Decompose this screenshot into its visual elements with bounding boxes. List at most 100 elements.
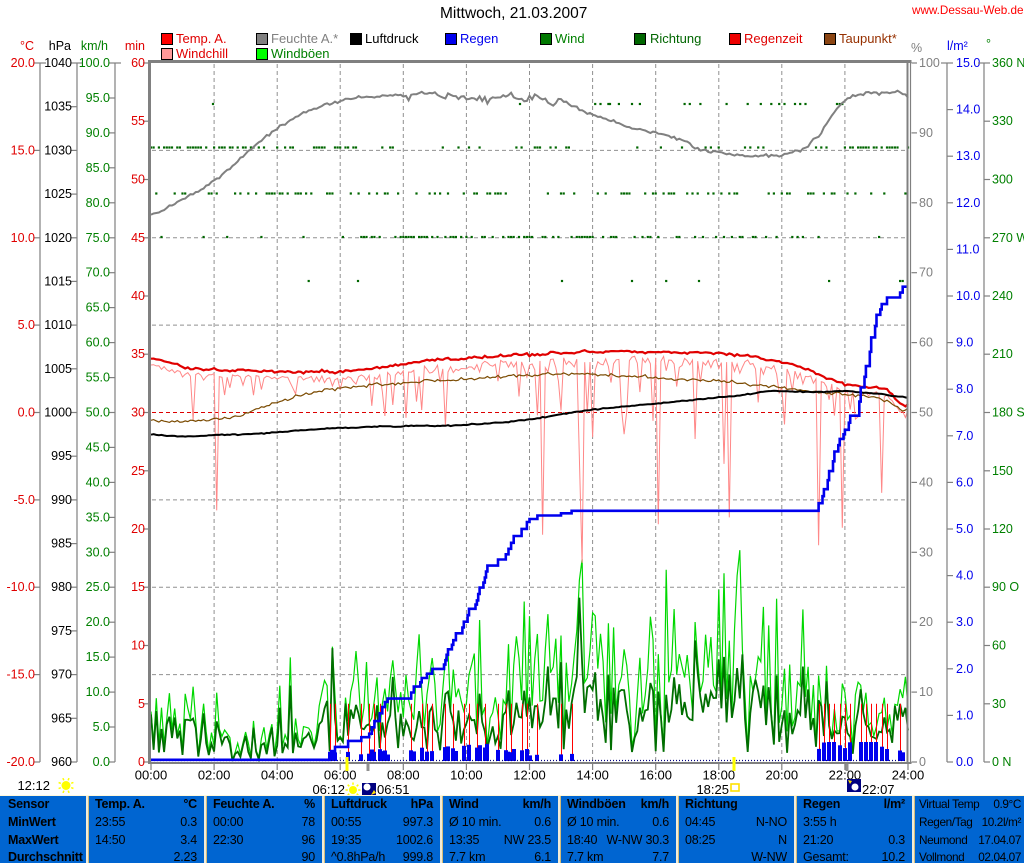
svg-text:300: 300 <box>992 173 1013 187</box>
svg-text:5.0: 5.0 <box>93 720 110 734</box>
svg-text:1.0: 1.0 <box>956 708 973 722</box>
svg-text:20.0: 20.0 <box>86 615 110 629</box>
svg-text:22:00: 22:00 <box>829 768 862 783</box>
svg-text:10.0: 10.0 <box>956 289 980 303</box>
svg-text:20.0: 20.0 <box>11 56 35 70</box>
svg-text:120: 120 <box>992 522 1013 536</box>
svg-text:13.0: 13.0 <box>956 149 980 163</box>
svg-text:330: 330 <box>992 114 1013 128</box>
svg-text:1040: 1040 <box>44 56 72 70</box>
svg-text:18:25: 18:25 <box>696 782 729 797</box>
svg-text:95.0: 95.0 <box>86 91 110 105</box>
svg-text:55: 55 <box>131 114 145 128</box>
svg-text:40: 40 <box>131 289 145 303</box>
svg-text:60: 60 <box>131 56 145 70</box>
svg-text:30: 30 <box>919 545 933 559</box>
svg-text:22:07: 22:07 <box>862 782 895 797</box>
svg-text:-5.0: -5.0 <box>13 493 35 507</box>
svg-text:30.0: 30.0 <box>86 545 110 559</box>
svg-text:11.0: 11.0 <box>956 242 979 256</box>
svg-text:km/h: km/h <box>81 39 108 53</box>
svg-text:-15.0: -15.0 <box>7 668 36 682</box>
svg-text:7.0: 7.0 <box>956 429 973 443</box>
svg-text:0.0: 0.0 <box>93 755 110 769</box>
svg-text:1030: 1030 <box>44 143 72 157</box>
svg-text:1005: 1005 <box>44 362 72 376</box>
svg-text:980: 980 <box>51 580 72 594</box>
svg-text:l/m²: l/m² <box>947 39 968 53</box>
svg-text:70.0: 70.0 <box>86 266 110 280</box>
svg-text:9.0: 9.0 <box>956 336 973 350</box>
svg-text:5.0: 5.0 <box>18 318 35 332</box>
svg-text:3.0: 3.0 <box>956 615 973 629</box>
svg-text:30: 30 <box>131 406 145 420</box>
svg-text:15.0: 15.0 <box>956 56 980 70</box>
svg-text:00:00: 00:00 <box>135 768 168 783</box>
svg-text:-20.0: -20.0 <box>7 755 36 769</box>
svg-text:5: 5 <box>138 697 145 711</box>
svg-text:45.0: 45.0 <box>86 440 110 454</box>
svg-text:°: ° <box>986 37 991 51</box>
svg-text:12.0: 12.0 <box>956 196 980 210</box>
svg-text:0: 0 <box>138 755 145 769</box>
svg-text:10: 10 <box>919 685 933 699</box>
svg-text:80.0: 80.0 <box>86 196 110 210</box>
svg-text:25: 25 <box>131 464 145 478</box>
svg-text:960: 960 <box>51 755 72 769</box>
svg-text:150: 150 <box>992 464 1013 478</box>
svg-text:8.0: 8.0 <box>956 382 973 396</box>
svg-text:12:12: 12:12 <box>17 778 50 793</box>
svg-text:70: 70 <box>919 266 933 280</box>
svg-text:210: 210 <box>992 347 1013 361</box>
svg-text:90: 90 <box>919 126 933 140</box>
svg-text:12:00: 12:00 <box>513 768 546 783</box>
svg-text:20:00: 20:00 <box>766 768 799 783</box>
svg-text:25.0: 25.0 <box>86 580 110 594</box>
svg-text:24:00: 24:00 <box>892 768 925 783</box>
svg-text:2.0: 2.0 <box>956 662 973 676</box>
svg-text:35: 35 <box>131 347 145 361</box>
svg-text:08:00: 08:00 <box>387 768 420 783</box>
svg-text:100: 100 <box>919 56 940 70</box>
svg-text:0 N: 0 N <box>992 755 1011 769</box>
svg-text:360 N: 360 N <box>992 56 1024 70</box>
svg-text:02:00: 02:00 <box>198 768 231 783</box>
svg-text:5.0: 5.0 <box>956 522 973 536</box>
svg-text:10: 10 <box>131 639 145 653</box>
svg-text:6.0: 6.0 <box>956 475 973 489</box>
svg-text:18:00: 18:00 <box>703 768 736 783</box>
svg-text:40: 40 <box>919 475 933 489</box>
svg-text:1020: 1020 <box>44 231 72 245</box>
svg-text:50.0: 50.0 <box>86 406 110 420</box>
svg-text:55.0: 55.0 <box>86 371 110 385</box>
svg-text:0: 0 <box>919 755 926 769</box>
svg-text:0.0: 0.0 <box>956 755 973 769</box>
svg-text:15: 15 <box>131 580 145 594</box>
svg-text:975: 975 <box>51 624 72 638</box>
svg-text:90 O: 90 O <box>992 580 1019 594</box>
svg-text:270 W: 270 W <box>992 231 1024 245</box>
svg-text:50: 50 <box>131 173 145 187</box>
svg-text:995: 995 <box>51 449 72 463</box>
svg-text:35.0: 35.0 <box>86 510 110 524</box>
svg-text:10.0: 10.0 <box>11 231 35 245</box>
svg-text:75.0: 75.0 <box>86 231 110 245</box>
svg-text:15.0: 15.0 <box>86 650 110 664</box>
svg-text:100.0: 100.0 <box>79 56 110 70</box>
svg-text:65.0: 65.0 <box>86 301 110 315</box>
svg-text:15.0: 15.0 <box>11 143 35 157</box>
svg-text:06:12: 06:12 <box>312 782 345 797</box>
svg-text:°C: °C <box>20 39 34 53</box>
svg-text:1000: 1000 <box>44 406 72 420</box>
svg-text:990: 990 <box>51 493 72 507</box>
svg-text:hPa: hPa <box>49 39 71 53</box>
svg-text:20: 20 <box>919 615 933 629</box>
svg-text:60.0: 60.0 <box>86 336 110 350</box>
svg-text:80: 80 <box>919 196 933 210</box>
svg-text:240: 240 <box>992 289 1013 303</box>
svg-text:%: % <box>911 41 922 55</box>
svg-text:06:51: 06:51 <box>377 782 410 797</box>
svg-text:1025: 1025 <box>44 187 72 201</box>
svg-text:14:00: 14:00 <box>576 768 609 783</box>
svg-text:50: 50 <box>919 406 933 420</box>
